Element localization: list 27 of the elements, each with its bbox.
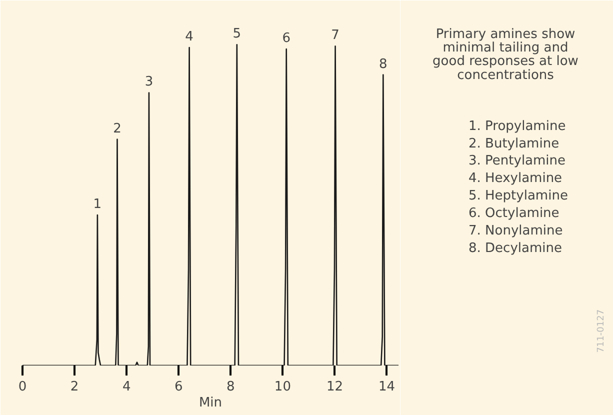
x-tick-label: 14 [378, 380, 396, 394]
x-tick-label: 6 [174, 380, 183, 394]
annotation: 4 [185, 29, 194, 44]
annotation: 5 [232, 26, 242, 42]
text: 2. Butylamine [468, 136, 560, 152]
x-axis-title: Min [198, 396, 222, 410]
text: 3. Pentylamine [468, 154, 566, 169]
text: 711-0127 [596, 309, 606, 353]
x-tick-label: 12 [326, 380, 344, 394]
text: 8. Decylamine [468, 240, 562, 256]
x-tick-label: 4 [122, 380, 131, 394]
text: 7. Nonylamine [468, 223, 563, 238]
text: 5. Heptylamine [468, 188, 568, 204]
x-tick-label: 10 [274, 380, 291, 394]
x-tick-label: 0 [18, 380, 27, 394]
text: 6. Octylamine [468, 206, 560, 222]
annotation: 3 [144, 74, 154, 90]
text: Primary amines show minimal tailing and good responses at low concentrations [432, 26, 579, 83]
annotation: 7 [331, 28, 340, 44]
annotation: 2 [113, 121, 122, 136]
annotation: 1 [93, 196, 102, 212]
text: 4. Hexylamine [468, 171, 562, 186]
annotation: 6 [282, 31, 290, 46]
annotation: 8 [379, 56, 388, 72]
x-tick-label: 8 [226, 380, 235, 394]
x-tick-label: 2 [70, 380, 79, 394]
text: 1. Propylamine [468, 118, 566, 134]
